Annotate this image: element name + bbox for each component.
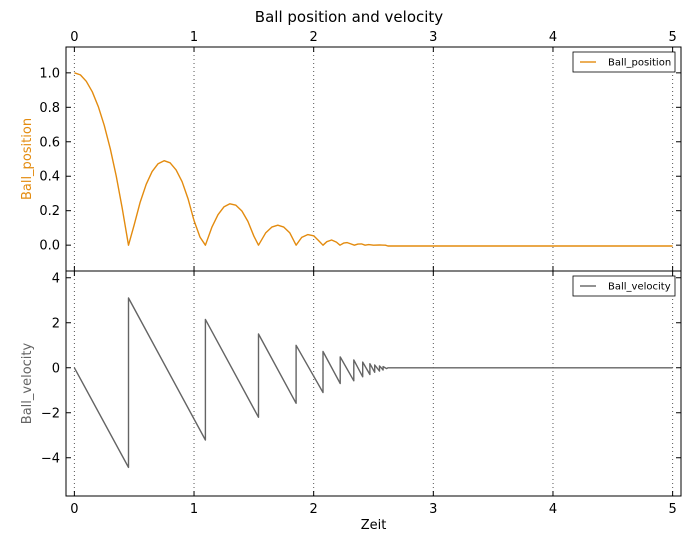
position-y-tick-label: 0.8 bbox=[39, 101, 60, 116]
position-x-tick-label: 1 bbox=[190, 30, 198, 45]
position-y-tick-label: 0.2 bbox=[39, 204, 60, 219]
velocity-y-tick-label: 2 bbox=[52, 316, 60, 331]
velocity-y-tick-label: 4 bbox=[52, 271, 60, 286]
position-x-tick-label: 0 bbox=[70, 30, 78, 45]
position-y-tick-label: 0.0 bbox=[39, 239, 60, 254]
velocity-y-axis-label: Ball_velocity bbox=[20, 342, 35, 424]
position-y-tick-label: 1.0 bbox=[39, 66, 60, 81]
velocity-x-tick-label: 2 bbox=[310, 502, 318, 517]
velocity-x-tick-label: 4 bbox=[549, 502, 557, 517]
position-x-tick-label: 5 bbox=[668, 30, 676, 45]
velocity-y-tick-label: 0 bbox=[52, 361, 60, 376]
velocity-y-tick-label: −4 bbox=[41, 451, 60, 466]
position-x-tick-label: 2 bbox=[310, 30, 318, 45]
velocity-x-tick-label: 5 bbox=[668, 502, 676, 517]
velocity-y-tick-label: −2 bbox=[41, 406, 60, 421]
velocity-legend: Ball_velocity bbox=[573, 276, 675, 296]
position-x-tick-label: 3 bbox=[429, 30, 437, 45]
velocity-legend-label: Ball_velocity bbox=[608, 282, 671, 293]
velocity-x-tick-label: 3 bbox=[429, 502, 437, 517]
velocity-x-axis-label: Zeit bbox=[361, 518, 387, 533]
position-x-tick-label: 4 bbox=[549, 30, 557, 45]
velocity-x-tick-label: 0 bbox=[70, 502, 78, 517]
position-legend: Ball_position bbox=[573, 52, 675, 72]
position-legend-label: Ball_position bbox=[608, 58, 671, 69]
position-y-tick-label: 0.6 bbox=[39, 135, 60, 150]
position-y-tick-label: 0.4 bbox=[39, 170, 60, 185]
velocity-x-tick-label: 1 bbox=[190, 502, 198, 517]
chart-title: Ball position and velocity bbox=[255, 8, 444, 26]
position-y-axis-label: Ball_position bbox=[20, 118, 35, 200]
